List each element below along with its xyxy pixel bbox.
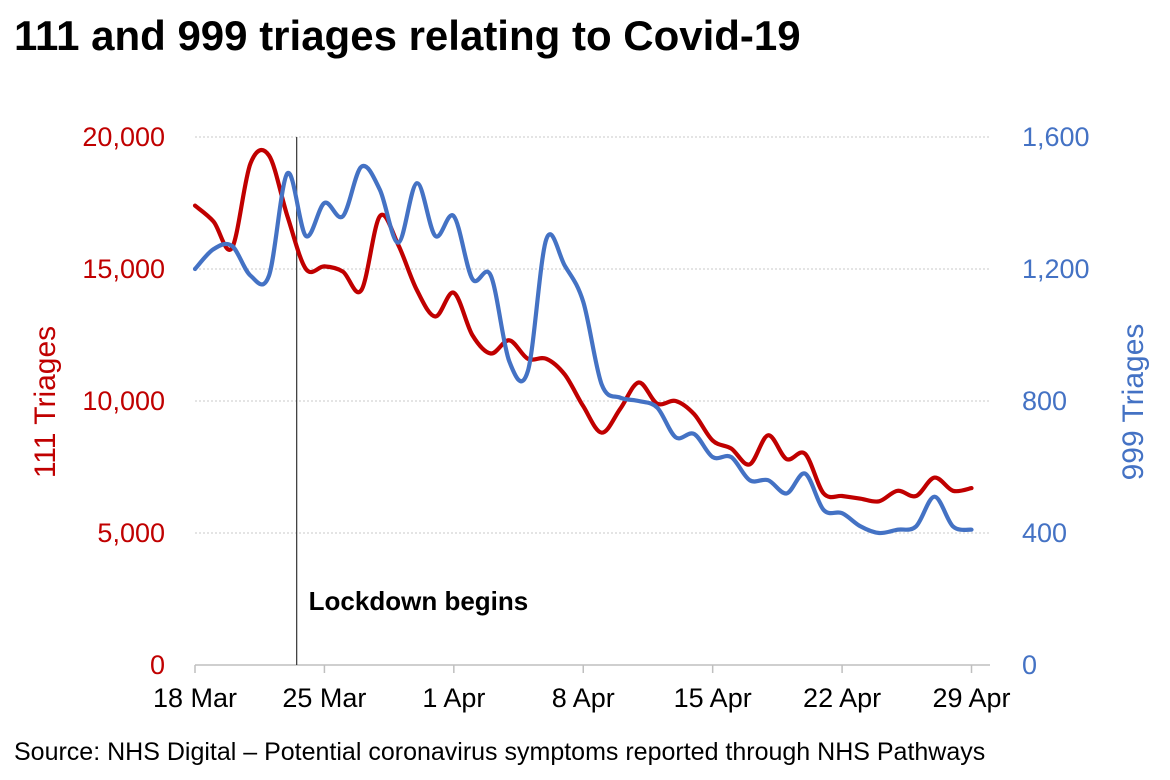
x-tick-label: 25 Mar [282,683,366,713]
chart-title: 111 and 999 triages relating to Covid-19 [14,12,801,59]
left-y-ticks: 0 5,000 10,000 15,000 20,000 [82,122,165,680]
right-y-tick-label: 1,200 [1022,254,1090,284]
x-tick-label: 22 Apr [803,683,881,713]
left-y-tick-label: 5,000 [97,518,165,548]
left-y-tick-label: 20,000 [82,122,165,152]
x-tick-label: 29 Apr [932,683,1010,713]
left-y-axis-label: 111 Triages [29,326,62,478]
right-y-tick-label: 400 [1022,518,1067,548]
right-y-ticks: 0 400 800 1,200 1,600 [1022,122,1090,680]
right-y-axis-label: 999 Triages [1117,324,1150,481]
lockdown-annotation: Lockdown begins [296,137,529,665]
x-tick-label: 15 Apr [674,683,752,713]
series-lines [192,147,974,536]
x-tick-label: 8 Apr [552,683,615,713]
source-note: Source: NHS Digital – Potential coronavi… [14,738,986,766]
x-ticks: 18 Mar 25 Mar 1 Apr 8 Apr 15 Apr 22 Apr 29 Apr [153,683,1011,713]
left-y-tick-label: 10,000 [82,386,165,416]
axes [194,664,990,673]
right-y-tick-label: 0 [1022,650,1037,680]
x-tick-label: 18 Mar [153,683,237,713]
series-111-line [192,147,974,504]
right-y-tick-label: 1,600 [1022,122,1090,152]
left-y-tick-label: 0 [150,650,165,680]
right-y-tick-label: 800 [1022,386,1067,416]
series-999-line [192,163,974,536]
lockdown-label: Lockdown begins [309,586,529,616]
gridlines [195,136,990,534]
x-tick-label: 1 Apr [422,683,485,713]
left-y-tick-label: 15,000 [82,254,165,284]
